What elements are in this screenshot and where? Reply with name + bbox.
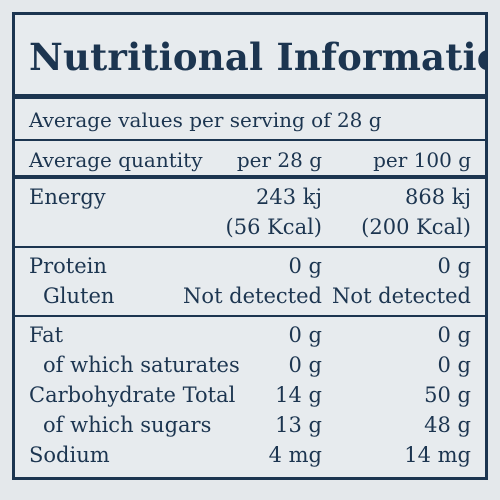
row-label: of which sugars xyxy=(43,413,212,437)
row-label: of which saturates xyxy=(43,353,240,377)
row-value-per-serving: 14 g xyxy=(275,383,322,407)
row-value-per-serving: 243 kj xyxy=(256,185,322,209)
table-row-sodium: Sodium 4 mg 14 mg xyxy=(15,440,485,470)
row-value-per-100g: 0 g xyxy=(437,353,471,377)
table-row-gluten: Gluten Not detected Not detected xyxy=(15,281,485,311)
column-header-row: Average quantity per 28 g per 100 g xyxy=(15,141,485,179)
row-value-per-serving: 0 g xyxy=(288,353,322,377)
energy-group: Energy 243 kj 868 kj (56 Kcal) (200 Kcal… xyxy=(15,179,485,248)
row-value-per-100g: 48 g xyxy=(424,413,471,437)
row-value-per-100g: 0 g xyxy=(437,254,471,278)
protein-group: Protein 0 g 0 g Gluten Not detected Not … xyxy=(15,248,485,317)
table-row-saturates: of which saturates 0 g 0 g xyxy=(15,350,485,380)
row-value-per-100g: 14 mg xyxy=(404,443,471,467)
row-label: Sodium xyxy=(29,443,110,467)
row-value-per-100g: (200 Kcal) xyxy=(361,215,471,239)
panel-title: Nutritional Information xyxy=(15,15,485,99)
row-value-per-serving: 13 g xyxy=(275,413,322,437)
serving-size-line: Average values per serving of 28 g xyxy=(15,99,485,141)
table-row-carbohydrate: Carbohydrate Total 14 g 50 g xyxy=(15,380,485,410)
row-label: Fat xyxy=(29,323,64,347)
row-value-per-serving: Not detected xyxy=(183,284,322,308)
table-row-sugars: of which sugars 13 g 48 g xyxy=(15,410,485,440)
row-label: Protein xyxy=(29,254,107,278)
row-label: Gluten xyxy=(43,284,115,308)
nutrition-panel: Nutritional Information Average values p… xyxy=(12,12,488,480)
row-label: Carbohydrate Total xyxy=(29,383,236,407)
row-value-per-serving: 0 g xyxy=(288,323,322,347)
row-value-per-serving: 0 g xyxy=(288,254,322,278)
row-value-per-100g: 50 g xyxy=(424,383,471,407)
table-row-protein: Protein 0 g 0 g xyxy=(15,251,485,281)
macronutrient-group: Fat 0 g 0 g of which saturates 0 g 0 g C… xyxy=(15,317,485,474)
table-row-energy: Energy 243 kj 868 kj xyxy=(15,182,485,212)
header-quantity: Average quantity xyxy=(29,148,203,172)
row-value-per-100g: 0 g xyxy=(437,323,471,347)
header-per-serving: per 28 g xyxy=(236,148,322,172)
row-value-per-serving: 4 mg xyxy=(268,443,322,467)
row-value-per-100g: 868 kj xyxy=(405,185,471,209)
row-value-per-serving: (56 Kcal) xyxy=(225,215,322,239)
row-label: Energy xyxy=(29,185,106,209)
table-row-fat: Fat 0 g 0 g xyxy=(15,320,485,350)
row-value-per-100g: Not detected xyxy=(332,284,471,308)
table-row-energy-kcal: (56 Kcal) (200 Kcal) xyxy=(15,212,485,242)
header-per-100g: per 100 g xyxy=(373,148,471,172)
